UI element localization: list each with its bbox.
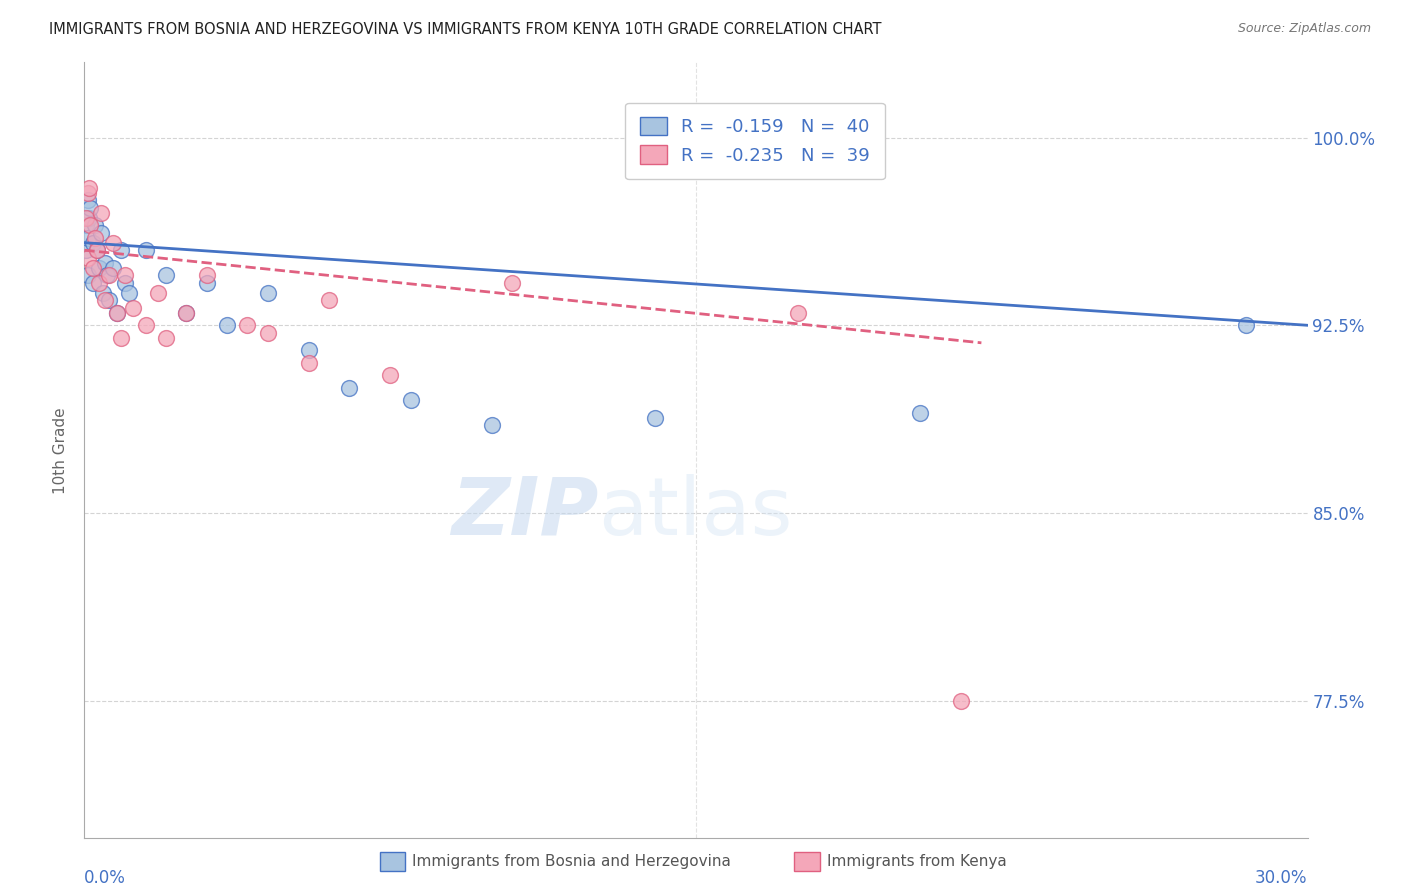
Point xyxy=(101,260,124,275)
Point xyxy=(910,406,932,420)
Point xyxy=(950,694,973,708)
Point xyxy=(83,230,105,244)
Point xyxy=(77,211,100,225)
Legend: R =  -0.159   N =  40, R =  -0.235   N =  39: R = -0.159 N = 40, R = -0.235 N = 39 xyxy=(626,103,884,179)
Point xyxy=(298,356,321,370)
Point xyxy=(155,331,177,345)
Text: 30.0%: 30.0% xyxy=(1256,869,1308,887)
Text: Source: ZipAtlas.com: Source: ZipAtlas.com xyxy=(1237,22,1371,36)
Point xyxy=(75,243,97,257)
Point xyxy=(97,293,120,308)
Point xyxy=(82,260,104,275)
Point xyxy=(502,276,524,290)
Point xyxy=(174,306,197,320)
Y-axis label: 10th Grade: 10th Grade xyxy=(53,407,69,494)
Point xyxy=(79,218,101,232)
Point xyxy=(217,318,239,333)
Point xyxy=(82,235,104,250)
Point xyxy=(399,393,422,408)
Point xyxy=(97,268,120,283)
Point xyxy=(257,285,280,300)
Point xyxy=(135,318,157,333)
Point xyxy=(110,243,132,257)
Point xyxy=(298,343,321,358)
Point xyxy=(86,243,108,257)
Text: IMMIGRANTS FROM BOSNIA AND HERZEGOVINA VS IMMIGRANTS FROM KENYA 10TH GRADE CORRE: IMMIGRANTS FROM BOSNIA AND HERZEGOVINA V… xyxy=(49,22,882,37)
Text: 0.0%: 0.0% xyxy=(84,869,127,887)
Point xyxy=(105,306,128,320)
Point xyxy=(101,235,124,250)
Point xyxy=(110,331,132,345)
Point xyxy=(122,301,145,315)
Point xyxy=(76,186,98,200)
Point xyxy=(90,205,112,219)
Point xyxy=(195,268,218,283)
Point xyxy=(257,326,280,340)
Point xyxy=(1236,318,1258,333)
Point xyxy=(87,260,110,275)
Point xyxy=(118,285,141,300)
Point xyxy=(75,218,97,232)
Point xyxy=(75,211,97,225)
Point xyxy=(79,201,101,215)
Point xyxy=(77,251,100,265)
Point xyxy=(339,381,361,395)
Point xyxy=(91,285,114,300)
Point xyxy=(82,276,104,290)
Point xyxy=(318,293,340,308)
Point xyxy=(481,418,503,433)
Point xyxy=(380,368,402,383)
Point xyxy=(644,411,666,425)
Point xyxy=(96,268,118,283)
Point xyxy=(77,230,100,244)
Point xyxy=(83,218,105,232)
Text: Immigrants from Bosnia and Herzegovina: Immigrants from Bosnia and Herzegovina xyxy=(412,855,731,869)
Point xyxy=(155,268,177,283)
Point xyxy=(174,306,197,320)
Point xyxy=(236,318,259,333)
Point xyxy=(135,243,157,257)
Text: ZIP: ZIP xyxy=(451,474,598,551)
Point xyxy=(195,276,218,290)
Point xyxy=(76,193,98,207)
Point xyxy=(87,276,110,290)
Point xyxy=(146,285,169,300)
Point xyxy=(86,243,108,257)
Point xyxy=(114,276,136,290)
Point xyxy=(105,306,128,320)
Point xyxy=(90,226,112,240)
Point xyxy=(93,256,115,270)
Point xyxy=(77,268,100,283)
Point xyxy=(787,306,810,320)
Text: atlas: atlas xyxy=(598,474,793,551)
Point xyxy=(114,268,136,283)
Text: Immigrants from Kenya: Immigrants from Kenya xyxy=(827,855,1007,869)
Point xyxy=(93,293,115,308)
Point xyxy=(77,180,100,194)
